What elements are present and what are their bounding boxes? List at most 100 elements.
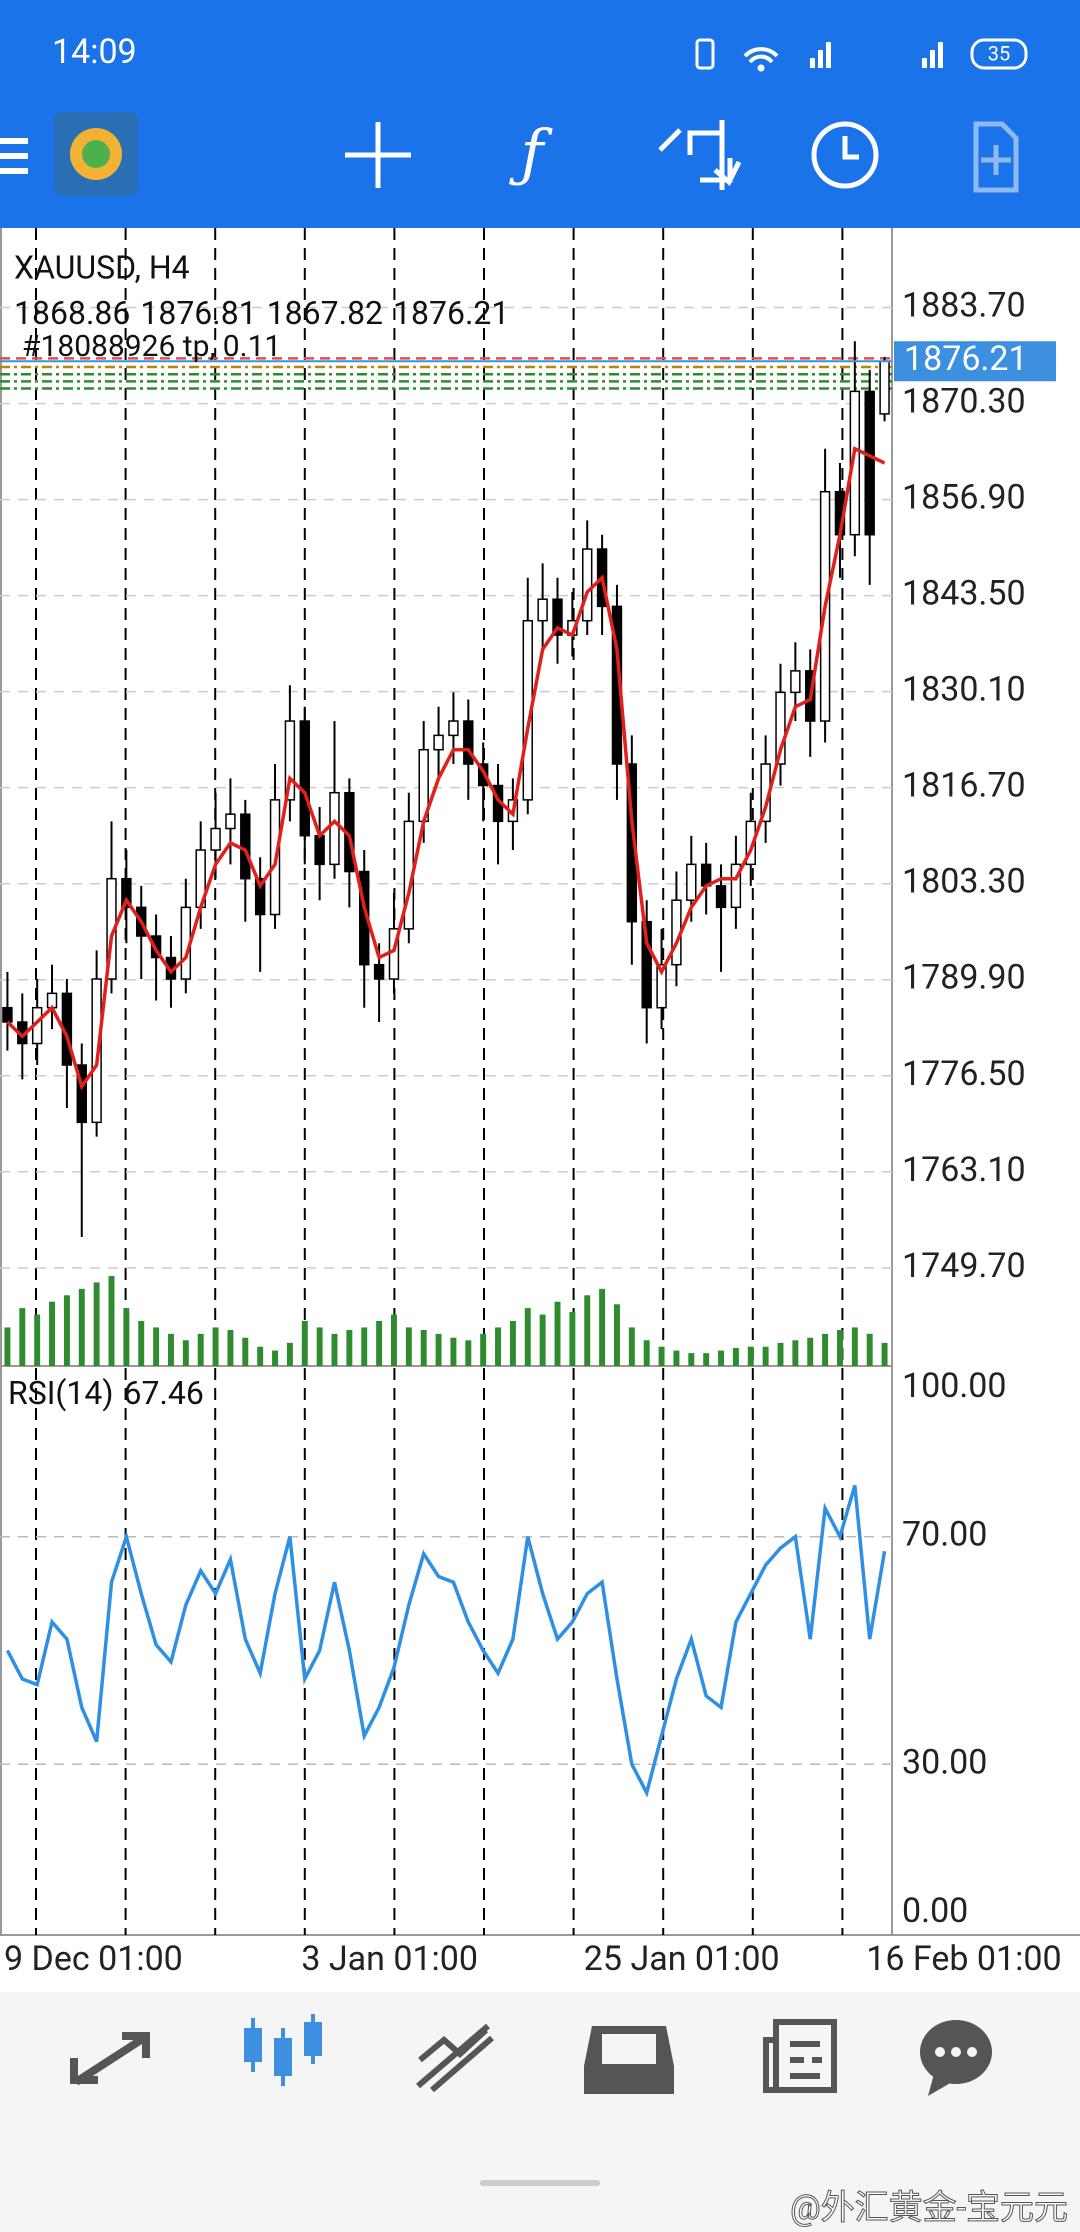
candle-body [329, 791, 340, 866]
volume-bar [167, 1333, 174, 1366]
volume-bar [539, 1314, 546, 1366]
app-icon[interactable] [54, 112, 138, 196]
chart-area [0, 228, 1080, 1992]
candle-body [225, 813, 236, 830]
chat-tab[interactable] [920, 2020, 992, 2096]
quotes-tab[interactable] [70, 2032, 150, 2086]
crosshair-button[interactable] [345, 122, 411, 188]
y-tick-label: 1830.10 [902, 670, 1026, 710]
volume-bar [836, 1330, 843, 1366]
volume-bar [435, 1333, 442, 1366]
y-tick-label: 30.00 [902, 1742, 987, 1782]
chart: 1883.70 1870.30 1856.90 1843.50 1830.10 1816.… [0, 228, 1080, 1979]
volume-bar [78, 1288, 85, 1366]
x-tick-label: 3 Jan 01:00 [301, 1939, 478, 1979]
history-tab[interactable] [584, 2026, 674, 2094]
volume-bar [792, 1340, 799, 1366]
trade-button[interactable] [658, 120, 742, 190]
volume-bar [405, 1327, 412, 1366]
volume-bar [866, 1333, 873, 1366]
candle-body [254, 877, 266, 916]
y-tick-label: 1816.70 [902, 766, 1026, 806]
volume-bar [93, 1282, 100, 1366]
y-tick-label: 1763.10 [902, 1150, 1026, 1190]
volume-bar [286, 1342, 293, 1366]
y-tick-label: 1843.50 [902, 574, 1026, 614]
volume-bar [480, 1333, 487, 1366]
app-header [0, 0, 1080, 228]
candle-body [299, 720, 310, 837]
candle-body [210, 827, 221, 851]
y-tick-label: 1776.50 [902, 1054, 1026, 1094]
volume-bar [465, 1340, 472, 1366]
timeframe-button[interactable] [811, 121, 879, 189]
x-tick-label: 16 Feb 01:00 [866, 1939, 1061, 1979]
watermark: @外汇黄金-宝元元 [790, 2188, 1068, 2228]
volume-bar [599, 1288, 606, 1366]
volume-bar [361, 1327, 368, 1366]
volume-bar [272, 1350, 279, 1366]
y-tick-label: 0.00 [902, 1891, 968, 1931]
chart-tab[interactable] [244, 2014, 322, 2086]
status-icons [695, 38, 1028, 72]
y-tick-label: 1789.90 [902, 958, 1026, 998]
candle-body [745, 820, 756, 866]
candle-body [463, 720, 474, 765]
volume-bar [376, 1321, 383, 1366]
volume-bar [212, 1327, 219, 1366]
trade-tab[interactable] [416, 2023, 494, 2093]
volume-bar [881, 1342, 888, 1366]
volume-bar [34, 1314, 41, 1366]
volume-bar [613, 1304, 620, 1366]
ohlc-value: 1867.82 [267, 294, 383, 332]
candle-body [790, 670, 801, 694]
volume-bar [390, 1314, 397, 1366]
volume-bar [182, 1340, 189, 1366]
volume-bar [524, 1308, 531, 1366]
candle-body [2, 1006, 13, 1023]
volume-bar [331, 1333, 338, 1366]
volume-bar [63, 1295, 70, 1366]
moving-average [6, 446, 886, 1091]
candle-body [686, 863, 697, 901]
candle-body [240, 813, 251, 880]
last-price-label: 1876.21 [904, 339, 1028, 379]
candle-body [626, 763, 638, 923]
candle-body [552, 598, 563, 636]
rsi-line [5, 1485, 887, 1798]
candle-body [849, 390, 861, 536]
y-tick-label: 70.00 [902, 1515, 987, 1555]
home-indicator [480, 2180, 600, 2186]
candle-body [373, 963, 385, 980]
ohlc-readout: 1868.86 1876.81 1867.82 1876.21 [14, 294, 509, 332]
chart-title: XAUUSD, H4 [14, 248, 190, 286]
volume-bar [584, 1295, 591, 1366]
candle-body [641, 920, 652, 1009]
volume-bar [822, 1333, 829, 1366]
y-tick-label: 1883.70 [902, 286, 1026, 326]
volume-bar [658, 1346, 665, 1366]
volume-bar [153, 1327, 160, 1366]
volume-bar [227, 1330, 234, 1366]
candle-body [537, 598, 548, 622]
candle-body [121, 877, 132, 909]
volume-bar [643, 1340, 650, 1366]
volume-bar [4, 1327, 11, 1366]
volume-bar [450, 1337, 457, 1366]
candle-body [715, 885, 727, 909]
candle-body [656, 963, 667, 1009]
volume-bar [420, 1330, 427, 1366]
candle-body [582, 548, 593, 622]
y-tick-label: 1803.30 [902, 862, 1026, 902]
candle-body [730, 863, 742, 909]
battery-level: 35 [988, 41, 1010, 65]
y-tick-label: 1856.90 [902, 478, 1026, 518]
indicator-title: RSI(14) 67.46 [8, 1374, 204, 1412]
new-order-button[interactable] [973, 121, 1019, 193]
news-tab[interactable] [763, 2019, 837, 2093]
indicator-value: 67.46 [123, 1374, 203, 1412]
volume-bar [509, 1321, 516, 1366]
volume-bar [19, 1308, 26, 1366]
menu-button[interactable] [0, 138, 28, 174]
